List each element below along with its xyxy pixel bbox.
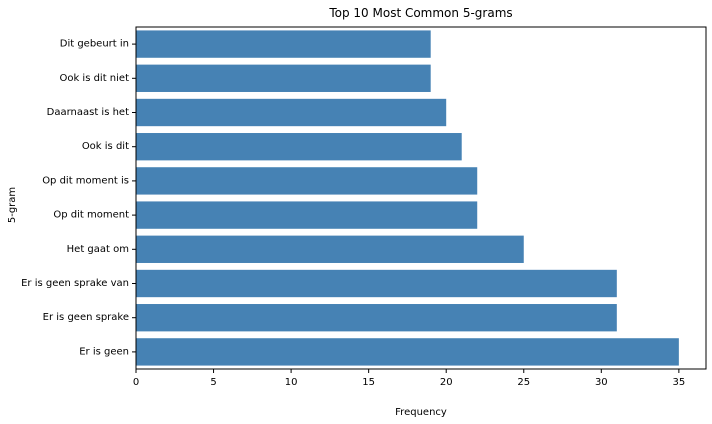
x-tick-label: 0 — [133, 377, 139, 388]
x-tick-label: 10 — [285, 377, 298, 388]
y-tick-label: Ook is dit niet — [59, 73, 129, 84]
bar — [136, 133, 462, 161]
bar — [136, 304, 617, 332]
y-tick-label: Op dit moment is — [42, 175, 129, 186]
bar — [136, 30, 431, 58]
chart-title: Top 10 Most Common 5-grams — [328, 6, 512, 20]
y-tick-label: Er is geen sprake van — [21, 278, 129, 289]
y-tick-label: Dit gebeurt in — [60, 39, 129, 50]
x-axis-title: Frequency — [395, 407, 447, 418]
y-tick-label: Daarnaast is het — [47, 107, 129, 118]
bar — [136, 201, 478, 229]
y-axis-ticks: Er is geen Er is geen sprake Er is geen sp… — [21, 39, 136, 357]
y-axis-title: 5-gram — [7, 187, 18, 223]
bar — [136, 64, 431, 92]
bar — [136, 338, 679, 366]
bars-group — [136, 30, 679, 366]
bar — [136, 269, 617, 298]
y-tick-label: Op dit moment — [53, 210, 129, 221]
bar — [136, 167, 478, 195]
y-tick-label: Er is geen sprake — [43, 312, 129, 323]
bar — [136, 235, 524, 263]
bar — [136, 98, 447, 127]
y-tick-label: Het gaat om — [67, 244, 129, 255]
y-tick-label: Er is geen — [79, 346, 129, 357]
x-tick-label: 15 — [362, 377, 375, 388]
x-tick-label: 5 — [210, 377, 216, 388]
plot-area-frame — [135, 26, 707, 370]
x-tick-label: 35 — [672, 377, 685, 388]
y-tick-label: Ook is dit — [82, 141, 129, 152]
x-axis-ticks: 0 5 10 15 20 25 30 35 — [133, 369, 685, 388]
x-tick-label: 20 — [440, 377, 453, 388]
x-tick-label: 30 — [595, 377, 608, 388]
x-tick-label: 25 — [517, 377, 530, 388]
